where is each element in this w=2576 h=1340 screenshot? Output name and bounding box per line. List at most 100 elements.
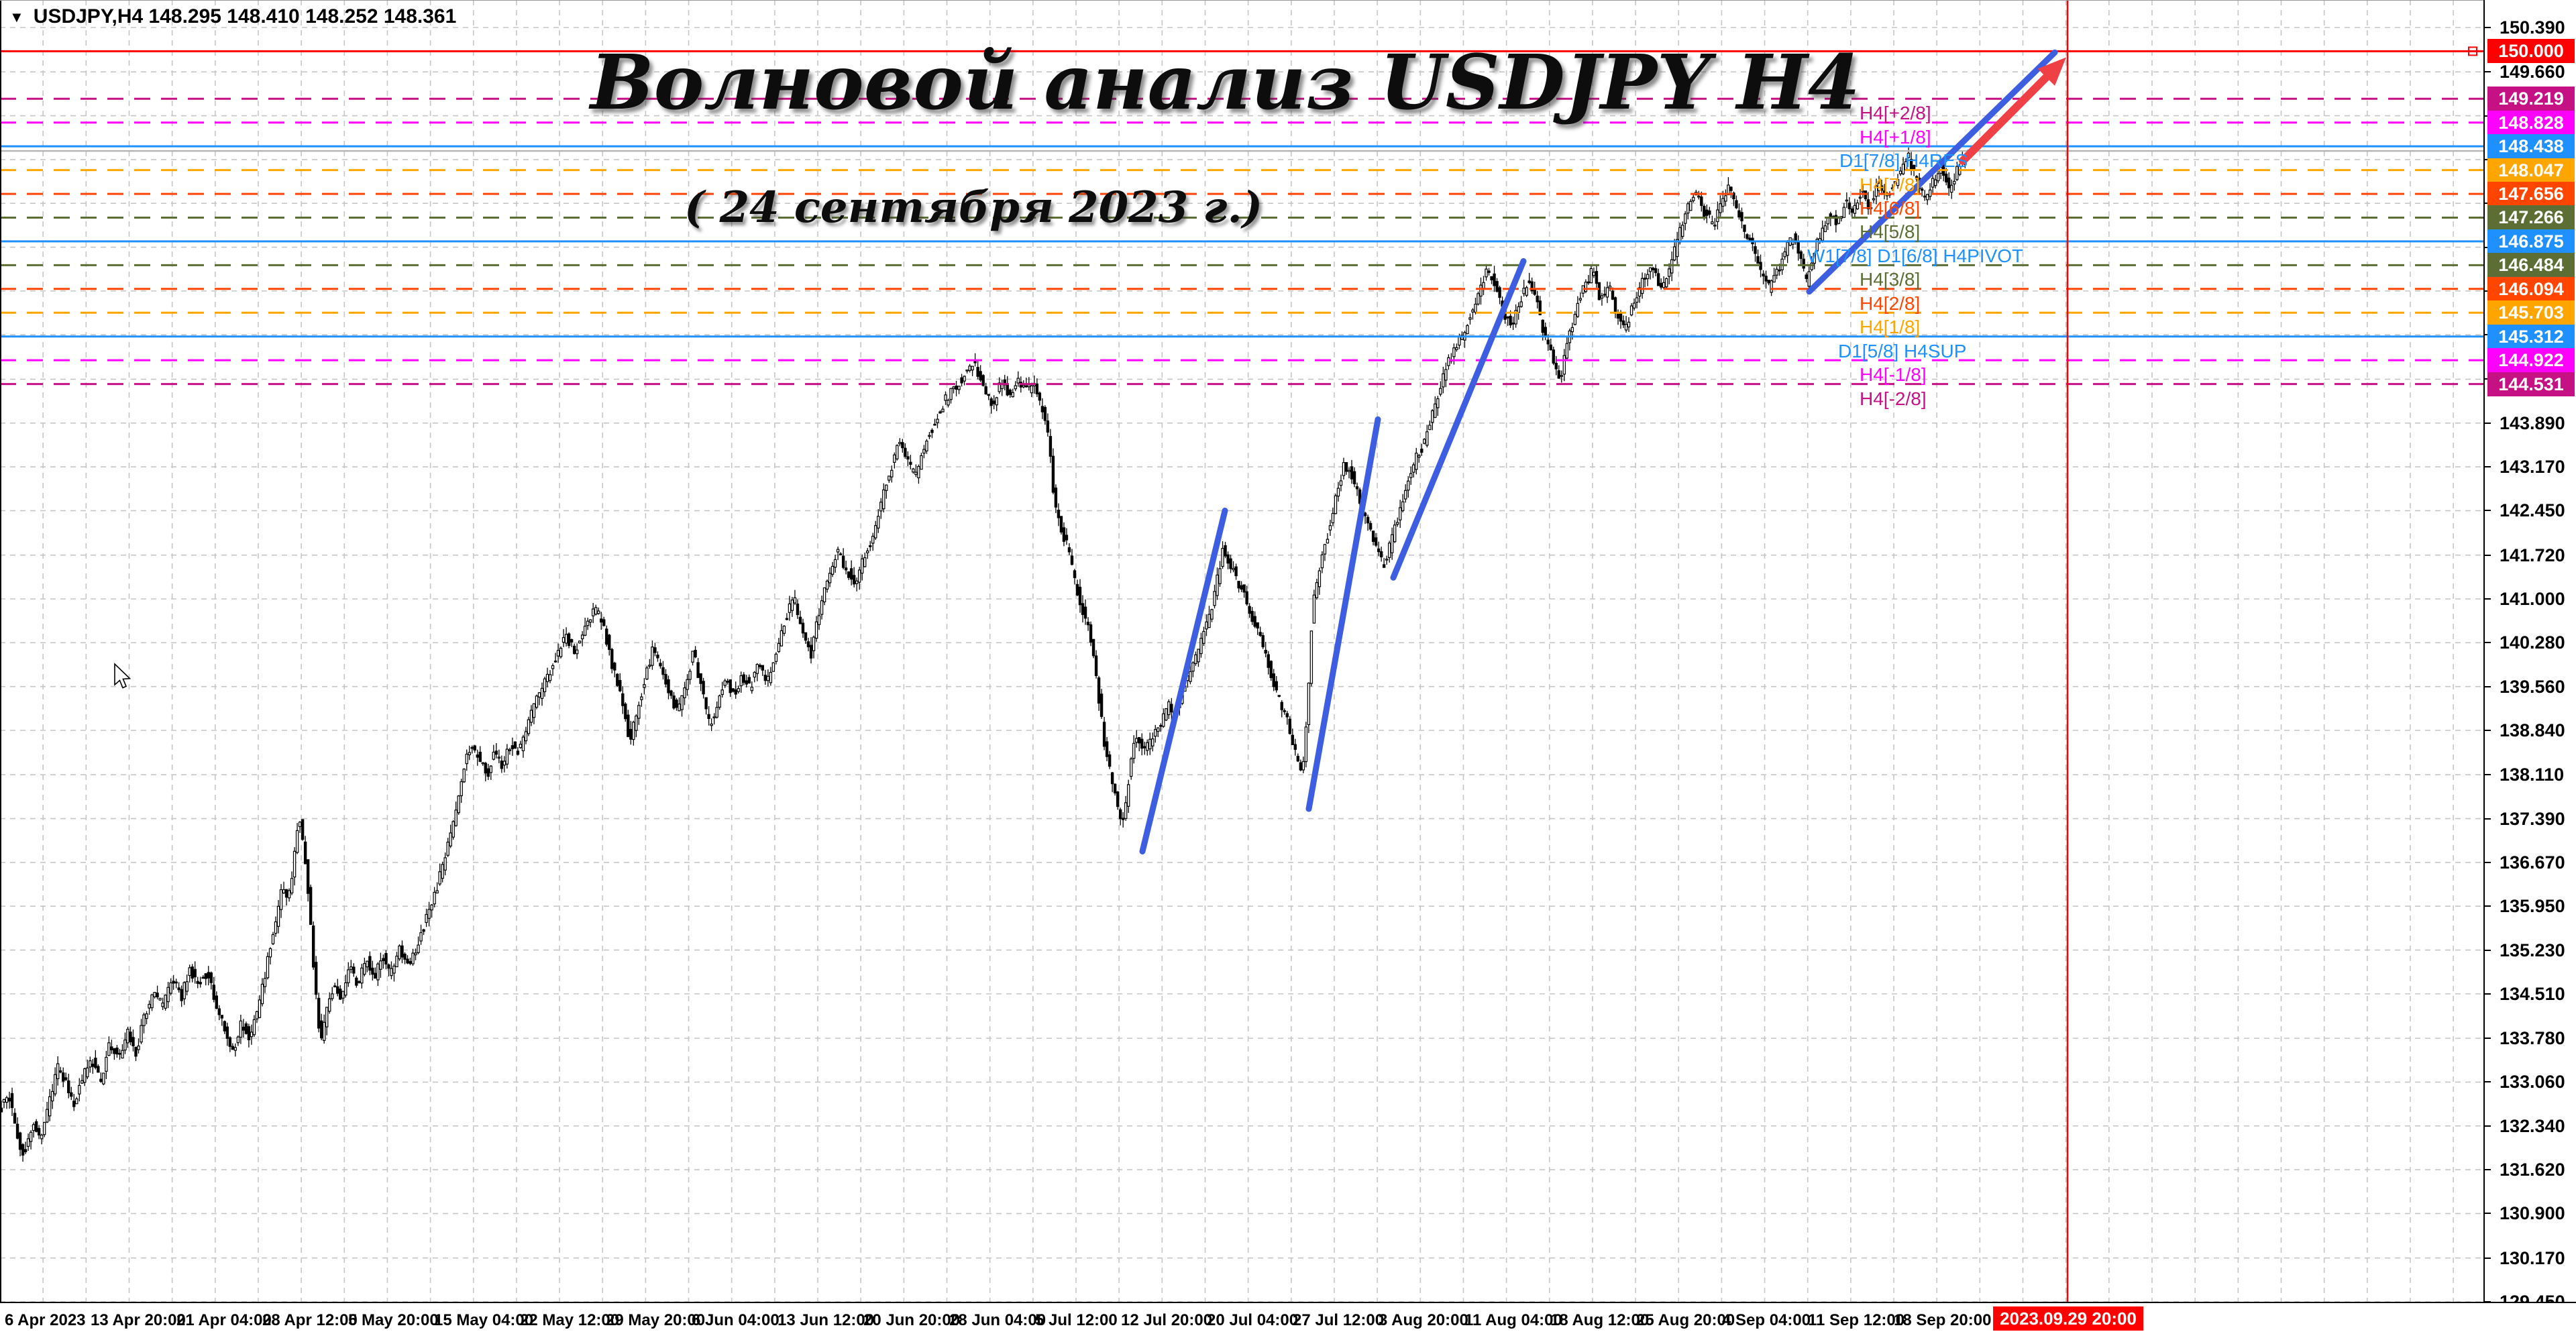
candle-bull	[712, 716, 716, 719]
candle-bull	[508, 749, 512, 751]
candle-bull	[1431, 410, 1434, 423]
time-axis[interactable]: 2023.09.29 20:00 6 Apr 2023 13 Apr 20:00 2…	[0, 1302, 2576, 1340]
time-tick-label: 25 Aug 20:00	[1636, 1311, 1735, 1329]
candle-bull	[1576, 302, 1580, 317]
price-level-badge: 144.531	[2487, 372, 2575, 396]
candle-bull	[166, 987, 170, 1003]
candle-bear	[1915, 176, 1919, 180]
candle-bull	[594, 607, 598, 615]
candle-bull	[1323, 544, 1327, 555]
candle-bull	[1624, 323, 1628, 331]
candle-bull	[755, 664, 759, 674]
candle-bull	[78, 1084, 81, 1095]
candle-bear	[1740, 212, 1743, 221]
candle-bull	[855, 580, 859, 584]
candle-bull	[42, 1121, 46, 1135]
candle-bull	[882, 489, 885, 510]
candle-bear	[667, 679, 670, 693]
candle-bear	[742, 674, 745, 683]
candle-bear	[1708, 210, 1711, 215]
price-axis[interactable]: 150.390149.660148.940148.220147.500146.7…	[2483, 0, 2576, 1312]
candle-bull	[1030, 385, 1034, 394]
candle-bull	[126, 1028, 129, 1044]
candle-bear	[513, 741, 517, 748]
candle-bull	[1711, 221, 1714, 225]
price-level-badge: 145.703	[2487, 300, 2575, 325]
candle-bear	[729, 679, 732, 693]
time-tick-label: 28 Jun 04:00	[949, 1311, 1046, 1329]
time-tick-label: 29 May 20:00	[606, 1311, 706, 1329]
candle-bull	[1893, 181, 1897, 184]
trend-line-2[interactable]	[1305, 416, 1381, 812]
candle-bull	[287, 890, 291, 899]
candle-bull	[1640, 278, 1644, 294]
candle-bear	[1242, 584, 1246, 593]
candle-bear	[1533, 289, 1536, 295]
candle-bull	[1821, 227, 1824, 241]
symbol-dropdown-icon[interactable]: ▼	[9, 9, 24, 25]
price-level-badge: 144.922	[2487, 348, 2575, 373]
candle-bull	[1331, 512, 1335, 524]
price-tick-label: 133.060	[2500, 1072, 2565, 1093]
trend-line-3[interactable]	[1390, 258, 1527, 581]
candle-bear	[1075, 583, 1079, 596]
candle-bull	[460, 781, 463, 797]
candle-bear	[231, 1046, 235, 1050]
candle-bull	[583, 625, 587, 636]
forecast-arrow-shaft[interactable]	[1959, 73, 2051, 165]
candle-bull	[893, 454, 896, 463]
line-handle[interactable]	[2468, 46, 2477, 56]
candle-bull	[1678, 227, 1682, 243]
candle-bull	[1485, 268, 1488, 278]
candle-bear	[726, 681, 729, 683]
candle-bull	[651, 647, 654, 666]
level-label: H4[1/8]	[1860, 317, 1921, 338]
candle-bull	[1772, 275, 1776, 283]
candle-bull	[53, 1074, 57, 1095]
trend-line-1[interactable]	[1139, 507, 1228, 855]
candle-bear	[1735, 200, 1738, 209]
candle-bull	[1872, 198, 1876, 201]
candle-bull	[559, 647, 563, 657]
candle-bear	[572, 645, 576, 655]
candle-bull	[438, 871, 441, 885]
candle-bull	[1925, 194, 1929, 201]
candle-bear	[1377, 548, 1381, 553]
candle-bull	[1304, 726, 1308, 763]
candle-bull	[1318, 570, 1322, 588]
candle-bear	[1245, 591, 1248, 605]
forecast-arrow-head[interactable]	[2037, 57, 2066, 86]
candle-bull	[40, 1134, 44, 1139]
candle-bear	[1945, 173, 1948, 182]
candle-bull	[957, 386, 961, 390]
candle-bull	[360, 967, 364, 984]
symbol-info[interactable]: ▼ USDJPY,H4 148.295 148.410 148.252 148.…	[9, 5, 456, 28]
candle-bear	[470, 746, 474, 749]
candle-bear	[1382, 564, 1386, 568]
candle-bear	[610, 649, 614, 669]
candle-bear	[1059, 516, 1063, 533]
window-top-edge	[0, 0, 2576, 1]
candle-bear	[1108, 754, 1112, 767]
candle-bull	[885, 484, 888, 491]
candle-bear	[94, 1058, 97, 1068]
price-tick-mark	[2485, 905, 2491, 907]
price-tick-label: 140.280	[2500, 632, 2565, 653]
candle-bull	[341, 991, 345, 999]
candle-bear	[731, 688, 735, 692]
candle-bull	[376, 963, 380, 981]
candle-bear	[1796, 241, 1800, 254]
candle-bull	[417, 944, 420, 954]
candle-bear	[745, 680, 748, 685]
trend-line-4[interactable]	[1806, 49, 2058, 295]
candle-bear	[933, 423, 936, 426]
candle-bear	[702, 681, 705, 695]
candle-bull	[185, 981, 189, 992]
candle-bear	[758, 665, 762, 667]
candle-bull	[1014, 385, 1017, 390]
candle-bull	[822, 587, 826, 603]
candle-bull	[529, 710, 533, 723]
candle-bull	[1874, 185, 1878, 197]
candle-bear	[1296, 756, 1300, 762]
